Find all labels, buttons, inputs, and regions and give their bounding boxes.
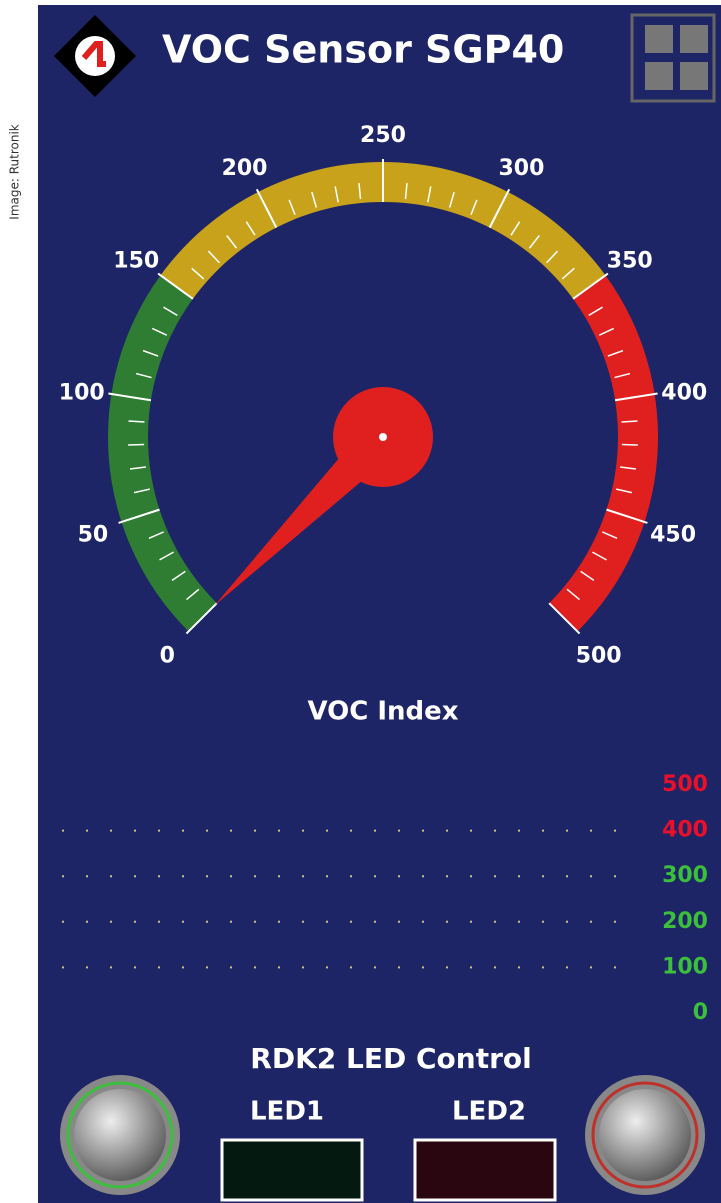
- gauge-tick-label: 350: [607, 249, 653, 274]
- minor-tick: [129, 421, 145, 422]
- minor-tick: [128, 445, 144, 446]
- controls-title: RDK2 LED Control: [250, 1042, 531, 1075]
- minor-tick: [622, 445, 638, 446]
- trend-tick-label: 0: [693, 1000, 708, 1025]
- gauge-tick-label: 400: [661, 380, 707, 405]
- gauge-tick-label: 0: [160, 644, 175, 669]
- trend-tick-label: 400: [662, 818, 708, 843]
- gauge-tick-label: 150: [113, 249, 159, 274]
- trend-tick-label: 500: [662, 772, 708, 797]
- gauge-tick-label: 450: [650, 522, 696, 547]
- gauge-tick-label: 200: [222, 156, 268, 181]
- led1-indicator: [222, 1140, 362, 1200]
- screen: Image: Rutronik VOC Sensor SGP40 0 50 100 1…: [0, 0, 721, 1203]
- led2-label: LED2: [452, 1097, 526, 1127]
- gauge-tick-label: 250: [360, 123, 406, 148]
- led2-button[interactable]: [585, 1075, 705, 1195]
- minor-tick: [622, 421, 638, 422]
- trend-tick-label: 200: [662, 909, 708, 934]
- gauge-tick-label: 50: [78, 522, 109, 547]
- page: {"credit": "Image: Rutronik", "header": …: [0, 0, 721, 1203]
- trend-tick-label: 100: [662, 954, 708, 979]
- needle-pin: [379, 433, 387, 441]
- gauge-tick-label: 300: [498, 156, 544, 181]
- led1-label: LED1: [250, 1097, 324, 1127]
- gauge-title: VOC Index: [307, 697, 458, 727]
- trend-tick-label: 300: [662, 863, 708, 888]
- credit: Image: Rutronik: [8, 124, 22, 220]
- led2-indicator: [415, 1140, 555, 1200]
- gauge-tick-label: 100: [59, 380, 105, 405]
- title: VOC Sensor SGP40: [162, 28, 564, 72]
- gauge-tick-label: 500: [576, 644, 622, 669]
- led1-button[interactable]: [60, 1075, 180, 1195]
